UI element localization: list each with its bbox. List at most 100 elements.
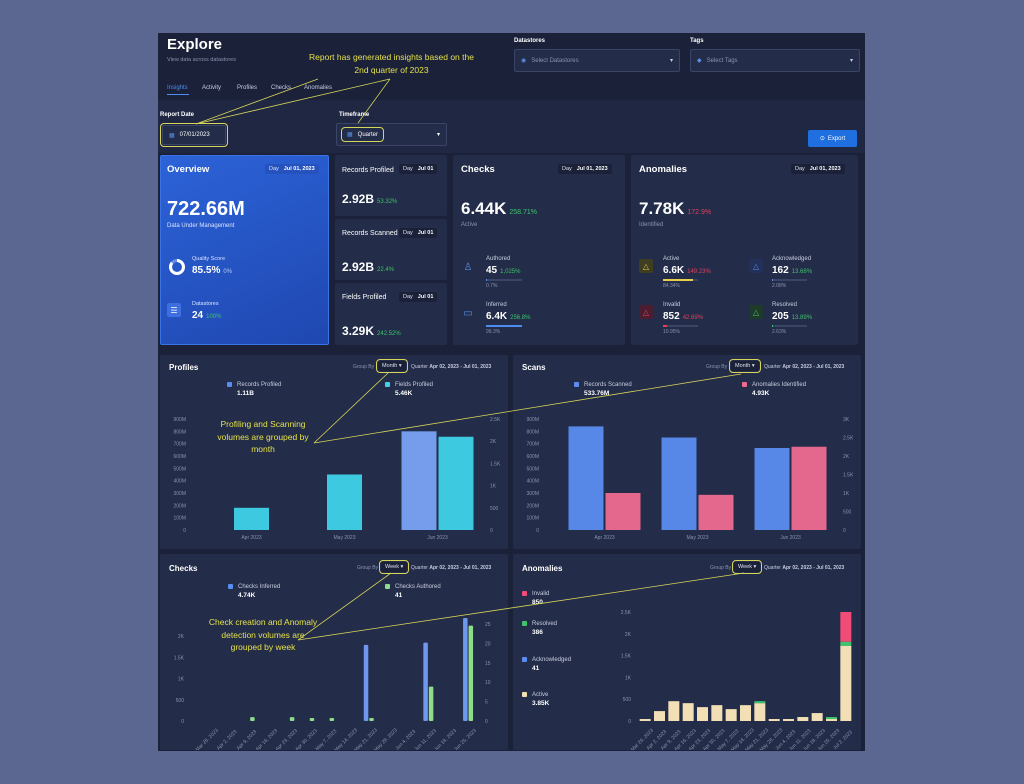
y-axis-tick-right: 2.5K bbox=[843, 436, 854, 442]
bar-active bbox=[797, 717, 809, 721]
tab-anomalies[interactable]: Anomalies bbox=[304, 85, 333, 91]
bar-checks-inferred bbox=[463, 618, 468, 721]
datastores-count-label: Datastores bbox=[192, 301, 219, 307]
anomalies-card-pill[interactable]: Day Jul 01, 2023 bbox=[791, 164, 845, 174]
profiles-panel-title: Profiles bbox=[169, 363, 199, 372]
chevron-down-icon: ▾ bbox=[753, 564, 757, 570]
annotation-profiling: Profiling and Scanning volumes are group… bbox=[217, 419, 309, 454]
profiles-group-by-select[interactable]: Month ▾ bbox=[376, 359, 408, 373]
timeframe-select[interactable]: ▦ Quarter ▾ bbox=[336, 123, 447, 146]
scans-quarter-range: Quarter Apr 02, 2023 - Jul 01, 2023 bbox=[764, 364, 845, 370]
bar-checks-inferred bbox=[423, 642, 428, 721]
active-tab-indicator bbox=[167, 94, 189, 95]
acknowledged-icon: △ bbox=[749, 259, 763, 273]
page-subtitle: View data across datastores bbox=[167, 57, 236, 63]
resolved-icon: △ bbox=[749, 305, 763, 319]
inferred-label: Inferred bbox=[486, 302, 507, 308]
bar-resolved bbox=[754, 701, 766, 704]
records-scanned-label: Records Scanned bbox=[342, 230, 398, 237]
tab-activity[interactable]: Activity bbox=[202, 85, 222, 91]
fields-profiled-value: 3.29K 242.52% bbox=[342, 324, 401, 338]
anomalies-card: Anomalies Day Jul 01, 2023 7.78K 172.9% Id… bbox=[631, 155, 858, 345]
y-axis-tick-left: 100M bbox=[173, 516, 186, 522]
bar-active bbox=[711, 705, 723, 721]
export-label: Export bbox=[827, 135, 846, 142]
tab-checks[interactable]: Checks bbox=[271, 85, 292, 91]
database-icon: ◉ bbox=[521, 58, 527, 64]
anomalies-card-title: Anomalies bbox=[639, 164, 688, 175]
checks-group-by-select[interactable]: Week ▾ bbox=[378, 560, 410, 574]
overview-date-pill[interactable]: Day Jul 01, 2023 bbox=[265, 164, 319, 174]
y-axis-tick-left: 0 bbox=[536, 528, 539, 534]
invalid-value: 852 42.69% bbox=[663, 311, 704, 322]
records-profiled-pill[interactable]: Day Jul 01 bbox=[399, 164, 438, 174]
tab-bar: Insights Activity Profiles Checks Anomal… bbox=[167, 85, 337, 97]
group-by-label: Group By bbox=[357, 565, 379, 571]
anomalies-group-by-select[interactable]: Week ▾ bbox=[731, 560, 763, 574]
records-scanned-card: Records Scanned Day Jul 01 2.92B 22.4% bbox=[335, 219, 447, 280]
tags-label: Tags bbox=[690, 38, 704, 44]
records-scanned-pill[interactable]: Day Jul 01 bbox=[399, 228, 438, 238]
tab-insights[interactable]: Insights bbox=[167, 85, 188, 91]
bar-active bbox=[740, 705, 751, 721]
bar-invalid bbox=[840, 612, 852, 642]
bar-anomalies-identified bbox=[698, 494, 734, 530]
database-icon: ☰ bbox=[167, 303, 181, 317]
warning-icon: △ bbox=[639, 259, 653, 273]
chevron-down-icon: ▾ bbox=[400, 564, 404, 570]
timeframe-label: Timeframe bbox=[339, 112, 370, 118]
report-date-input[interactable]: ▦ 07/01/2023 bbox=[160, 123, 228, 147]
y-axis-tick-right: 500 bbox=[490, 506, 499, 512]
bar-active bbox=[754, 703, 766, 721]
y-axis-tick-right: 0 bbox=[490, 528, 493, 534]
y-axis-tick-left: 500M bbox=[173, 466, 186, 472]
bar-fields-profiled bbox=[327, 474, 362, 530]
y-axis-tick-left: 2.5K bbox=[621, 610, 632, 616]
anomalies-panel-title: Anomalies bbox=[522, 564, 563, 573]
y-axis-tick-left: 400M bbox=[526, 479, 539, 485]
bar-active bbox=[783, 719, 794, 721]
tab-profiles[interactable]: Profiles bbox=[237, 85, 258, 91]
y-axis-tick-left: 0 bbox=[628, 719, 631, 725]
chevron-down-icon: ▾ bbox=[751, 363, 755, 369]
inferred-bar bbox=[486, 325, 522, 327]
fields-profiled-pill[interactable]: Day Jul 01 bbox=[399, 292, 438, 302]
resolved-pct: 2.63% bbox=[772, 329, 787, 335]
tags-select[interactable]: ◆ Select Tags ▾ bbox=[690, 49, 860, 72]
profiles-quarter-range: Quarter Apr 02, 2023 - Jul 01, 2023 bbox=[411, 364, 492, 370]
acknowledged-value: 162 13.68% bbox=[772, 265, 813, 276]
y-axis-tick-left: 1.5K bbox=[174, 655, 185, 661]
y-axis-tick-left: 300M bbox=[526, 491, 539, 497]
records-profiled-card: Records Profiled Day Jul 01 2.92B 53.32% bbox=[335, 155, 447, 216]
x-axis-tick: Jun 2023 bbox=[780, 535, 801, 541]
checks-card-pill[interactable]: Day Jul 01, 2023 bbox=[558, 164, 612, 174]
tags-placeholder: Select Tags bbox=[706, 57, 738, 64]
datastores-count-value: 24 100% bbox=[192, 310, 222, 321]
x-axis-tick: May 2023 bbox=[334, 535, 356, 541]
bar-checks-authored bbox=[369, 718, 374, 721]
fields-profiled-card: Fields Profiled Day Jul 01 3.29K 242.52% bbox=[335, 283, 447, 345]
active-label: Active bbox=[663, 256, 680, 262]
export-button[interactable]: ⊙ Export bbox=[808, 130, 857, 147]
acknowledged-pct: 2.08% bbox=[772, 283, 787, 289]
bar-active bbox=[668, 701, 680, 721]
bar-active bbox=[725, 709, 737, 721]
group-by-label: Group By bbox=[706, 364, 728, 370]
y-axis-tick-left: 800M bbox=[526, 429, 539, 435]
scans-group-by-select[interactable]: Month ▾ bbox=[729, 359, 761, 373]
y-axis-tick-right: 1.5K bbox=[490, 461, 501, 467]
bar-checks-inferred bbox=[363, 644, 369, 721]
quality-score-label: Quality Score bbox=[192, 256, 226, 262]
y-axis-tick-left: 300M bbox=[173, 491, 186, 497]
active-bar bbox=[663, 279, 698, 281]
datastores-select[interactable]: ◉ Select Datastores ▾ bbox=[514, 49, 680, 72]
calendar-icon: ▦ bbox=[169, 132, 175, 139]
bar-records-scanned bbox=[568, 426, 604, 530]
resolved-bar bbox=[772, 325, 807, 327]
anomalies-card-value: 7.78K 172.9% bbox=[639, 199, 712, 218]
invalid-pct: 10.95% bbox=[663, 329, 680, 335]
legend-active: Active 3.85K bbox=[522, 692, 549, 707]
user-icon: ♙ bbox=[463, 261, 473, 273]
legend-fields-profiled: Fields Profiled 5.46K bbox=[385, 382, 433, 397]
